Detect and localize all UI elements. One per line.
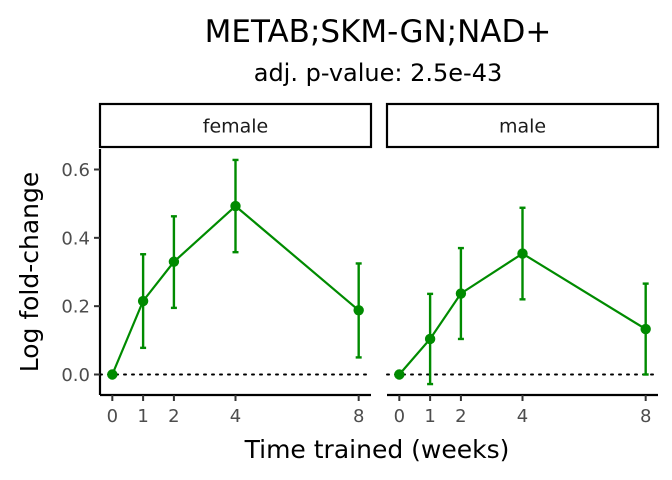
x-tick-label: 2	[168, 406, 179, 427]
x-tick-label: 1	[137, 406, 148, 427]
strip-female	[98, 102, 373, 149]
data-point	[230, 200, 241, 212]
data-point	[168, 256, 180, 267]
x-tick-label: 0	[107, 406, 118, 427]
strip-label-male: male	[499, 116, 546, 138]
x-tick-label: 0	[394, 406, 405, 427]
x-tick-label: 8	[353, 406, 364, 427]
data-point	[424, 333, 436, 345]
data-point	[640, 323, 651, 335]
strip-male	[385, 102, 660, 149]
x-tick-label: 4	[230, 406, 241, 427]
y-tick-label: 0.6	[61, 160, 90, 181]
y-axis: 0.0 0.2 0.4 0.6	[61, 149, 102, 395]
y-tick-label: 0.0	[61, 365, 90, 386]
panel-male: male 0 1 2 4 8	[385, 102, 660, 427]
y-axis-title: Log fold-change	[15, 172, 44, 373]
y-tick-label: 0.4	[61, 228, 90, 249]
chart-subtitle: adj. p-value: 2.5e-43	[254, 59, 503, 87]
strip-label-female: female	[203, 116, 269, 138]
y-tick-label: 0.2	[61, 297, 90, 318]
x-tick-label: 2	[455, 406, 466, 427]
x-axis-title: Time trained (weeks)	[244, 435, 510, 464]
data-point	[455, 288, 467, 299]
data-point	[137, 295, 149, 307]
chart-title: METAB;SKM-GN;NAD+	[205, 14, 552, 50]
x-tick-label: 1	[424, 406, 435, 427]
data-point	[517, 248, 528, 259]
data-point	[107, 369, 118, 380]
x-tick-label: 8	[640, 406, 651, 427]
panel-female: female 0 1 2 4 8	[98, 102, 373, 427]
data-point	[394, 369, 405, 380]
x-tick-label: 4	[517, 406, 528, 427]
data-point	[353, 305, 364, 316]
